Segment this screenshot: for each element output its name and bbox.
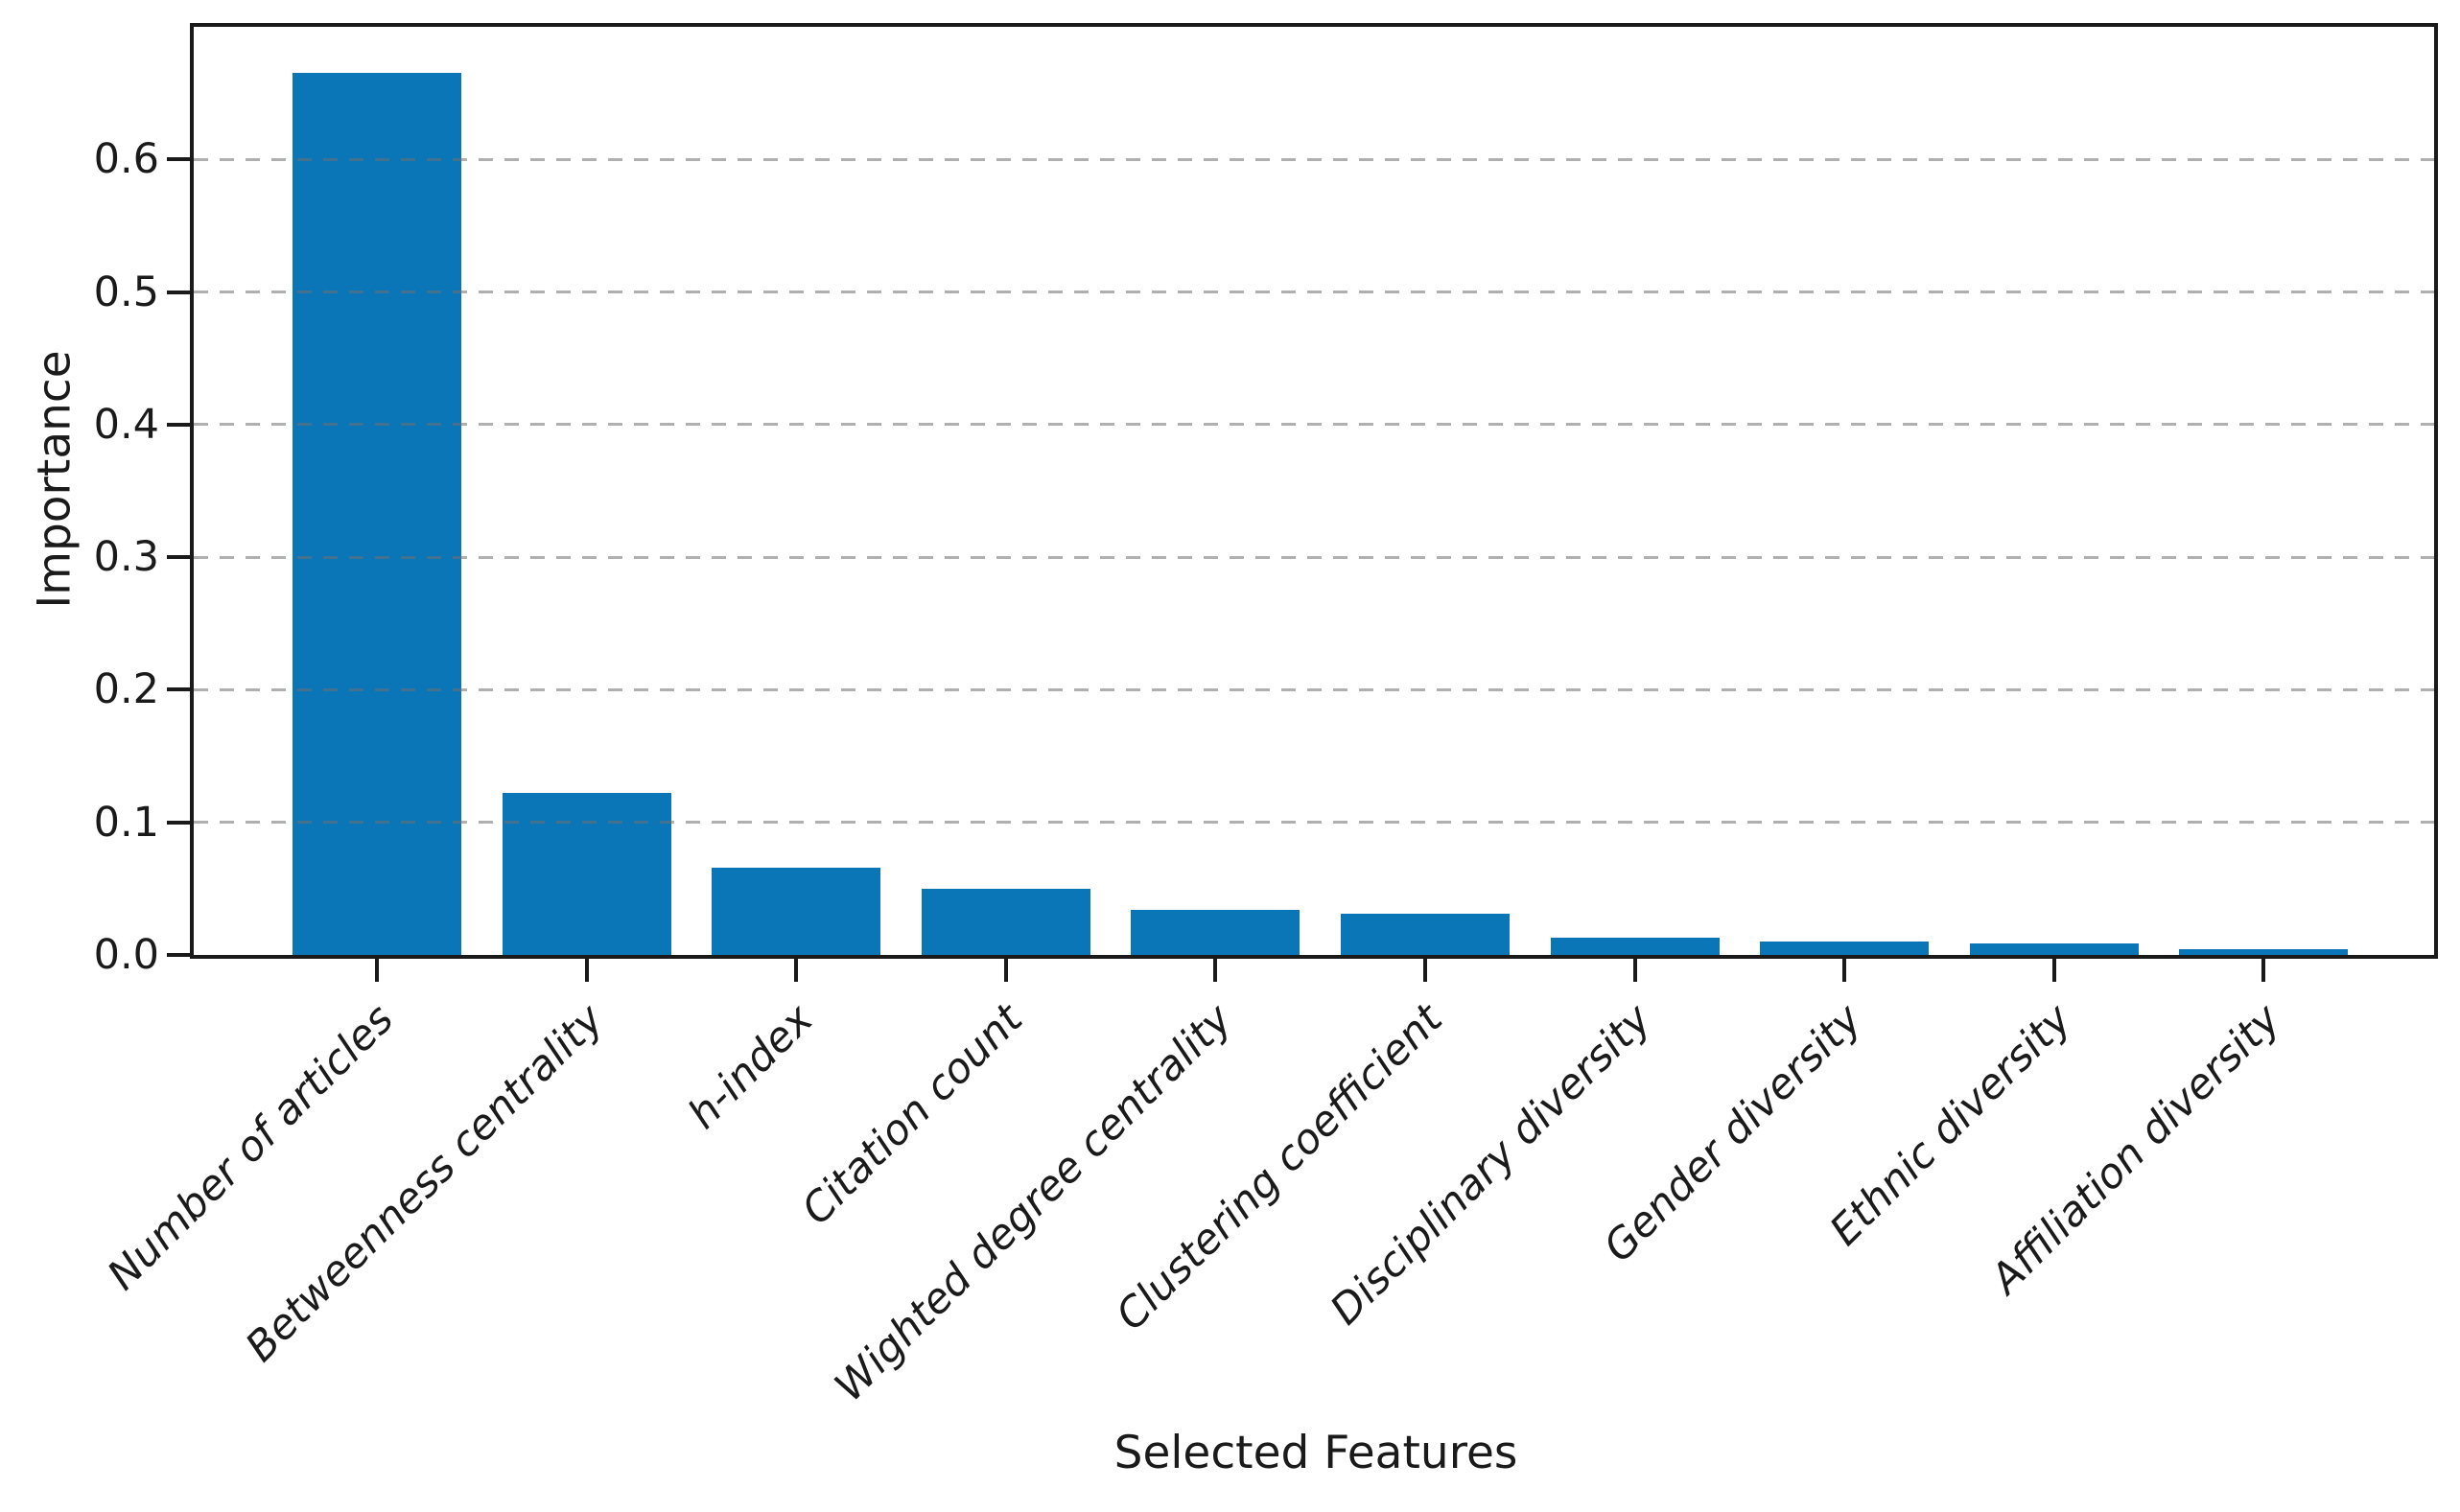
x-tick-1 — [375, 959, 379, 982]
bar-clustering-coefficient — [1341, 914, 1510, 955]
x-tick-3 — [794, 959, 799, 982]
y-tick-0.2 — [167, 687, 190, 692]
y-tick-label-0.1: 0.1 — [93, 798, 159, 847]
gridline-y-0.6 — [194, 157, 2434, 161]
y-tick-0.6 — [167, 157, 190, 162]
x-axis-title: Selected Features — [1113, 1427, 1518, 1479]
x-tick-4 — [1003, 959, 1008, 982]
bar-ethnic-diversity — [1969, 942, 2139, 955]
x-tick-6 — [1423, 959, 1427, 982]
y-tick-label-0.4: 0.4 — [93, 400, 159, 449]
x-tick-label-wighted-degree-centrality: Wighted degree centrality — [826, 995, 1242, 1411]
y-axis-title: Importance — [28, 350, 82, 609]
x-tick-label-betweenness-centrality: Betweenness centrality — [236, 995, 613, 1372]
y-tick-0.1 — [167, 820, 190, 825]
x-tick-5 — [1213, 959, 1218, 982]
bar-betweenness-centrality — [502, 793, 671, 955]
bar-disciplinary-diversity — [1550, 938, 1720, 955]
bar-citation-count — [921, 888, 1090, 955]
x-tick-7 — [1632, 959, 1637, 982]
y-tick-0.4 — [167, 422, 190, 427]
y-tick-0.0 — [167, 953, 190, 957]
y-tick-label-0.5: 0.5 — [93, 268, 159, 316]
gridline-y-0.3 — [194, 555, 2434, 559]
x-tick-label-citation-count: Citation count — [792, 995, 1033, 1235]
bar-h-index — [712, 867, 881, 955]
y-tick-label-0.0: 0.0 — [93, 931, 159, 979]
x-tick-label-h-index: h-index — [679, 995, 823, 1139]
y-tick-0.3 — [167, 555, 190, 560]
gridline-y-0.2 — [194, 687, 2434, 691]
y-tick-label-0.6: 0.6 — [93, 135, 159, 184]
gridline-y-0.4 — [194, 423, 2434, 427]
bar-gender-diversity — [1760, 942, 1930, 955]
x-tick-2 — [584, 959, 589, 982]
bar-affiliation-diversity — [2179, 949, 2349, 955]
y-tick-0.5 — [167, 290, 190, 294]
gridline-y-0.5 — [194, 291, 2434, 294]
plot-area — [190, 23, 2438, 959]
x-tick-9 — [2051, 959, 2056, 982]
x-tick-10 — [2261, 959, 2266, 982]
bar-wighted-degree-centrality — [1131, 909, 1300, 955]
bar-number-of-articles — [293, 73, 461, 955]
y-tick-label-0.3: 0.3 — [93, 533, 159, 582]
x-tick-8 — [1842, 959, 1847, 982]
gridline-y-0.1 — [194, 821, 2434, 825]
y-tick-label-0.2: 0.2 — [93, 665, 159, 714]
